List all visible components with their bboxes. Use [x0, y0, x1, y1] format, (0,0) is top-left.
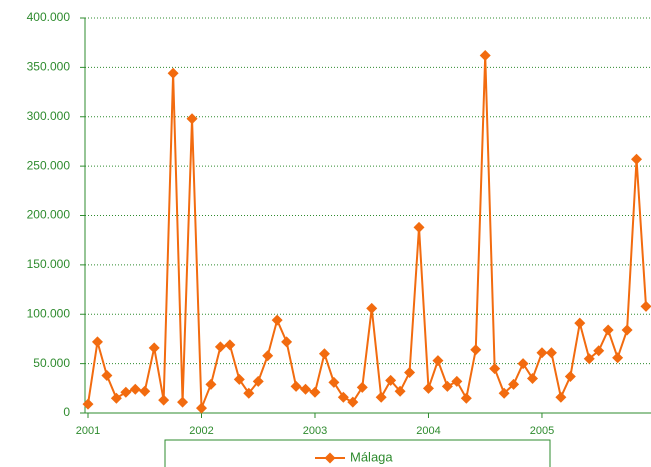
data-point [186, 113, 198, 125]
x-tick-label: 2004 [416, 425, 440, 437]
legend-box [164, 439, 551, 467]
data-point [470, 344, 482, 356]
data-point [413, 221, 425, 233]
y-tick-label: 200.000 [27, 208, 71, 222]
data-point [347, 396, 359, 408]
data-point [564, 370, 576, 382]
data-point [631, 153, 643, 165]
data-point [621, 324, 633, 336]
data-point [432, 355, 444, 367]
data-point [148, 342, 160, 354]
data-point [602, 324, 614, 336]
data-point [139, 385, 151, 397]
data-point [394, 385, 406, 397]
y-tick-label: 50.000 [33, 356, 70, 370]
data-point [404, 367, 416, 379]
data-point [337, 391, 349, 403]
data-point [120, 386, 132, 398]
data-point [593, 345, 605, 357]
data-point [101, 369, 113, 381]
data-point [167, 67, 179, 79]
data-point [224, 339, 236, 351]
data-point [640, 300, 651, 312]
y-tick-label: 300.000 [27, 109, 71, 123]
data-point [479, 50, 491, 62]
data-point [290, 380, 302, 392]
data-point [517, 358, 529, 370]
data-point [612, 352, 624, 364]
data-point [281, 336, 293, 348]
data-point [318, 348, 330, 360]
data-point [195, 402, 207, 414]
data-point [233, 373, 245, 385]
data-point [271, 314, 283, 326]
data-point [460, 392, 472, 404]
x-tick-label: 2001 [76, 425, 100, 437]
data-point [300, 383, 312, 395]
data-point [527, 372, 539, 384]
data-point [309, 386, 321, 398]
data-point [252, 375, 264, 387]
data-point [451, 375, 463, 387]
y-tick-label: 400.000 [27, 10, 71, 24]
data-point [375, 391, 387, 403]
data-point [110, 392, 122, 404]
data-point [498, 387, 510, 399]
data-point [129, 383, 141, 395]
y-tick-label: 250.000 [27, 158, 71, 172]
data-point [214, 341, 226, 353]
data-point [356, 381, 368, 393]
data-point [422, 382, 434, 394]
data-point [158, 394, 170, 406]
data-point [205, 378, 217, 390]
y-tick-label: 350.000 [27, 60, 71, 74]
data-point [583, 353, 595, 365]
data-point [82, 398, 94, 410]
data-point [489, 363, 501, 375]
data-point [328, 376, 340, 388]
data-point [385, 374, 397, 386]
data-point [508, 378, 520, 390]
data-point [262, 350, 274, 362]
legend-marker [324, 452, 336, 464]
data-point [536, 347, 548, 359]
x-tick-label: 2005 [530, 425, 554, 437]
data-point [91, 336, 103, 348]
data-point [574, 317, 586, 329]
data-point [243, 387, 255, 399]
data-point [555, 391, 567, 403]
x-tick-label: 2002 [189, 425, 213, 437]
y-tick-label: 0 [63, 405, 70, 419]
legend-label: Málaga [350, 449, 393, 464]
series-line [87, 55, 647, 409]
data-point [366, 302, 378, 314]
data-point [441, 380, 453, 392]
y-tick-label: 150.000 [27, 257, 71, 271]
y-tick-label: 100.000 [27, 306, 71, 320]
data-point [545, 347, 557, 359]
x-tick-label: 2003 [303, 425, 327, 437]
data-point [177, 396, 189, 408]
